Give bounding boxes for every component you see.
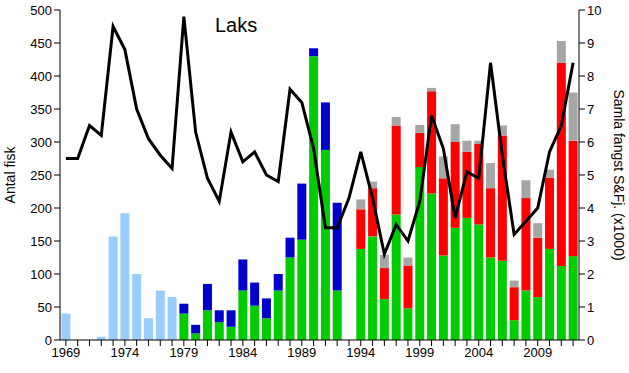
- svg-text:Antal fisk: Antal fisk: [8, 146, 18, 204]
- svg-text:1979: 1979: [169, 345, 198, 360]
- svg-text:2: 2: [587, 267, 594, 282]
- svg-text:450: 450: [30, 36, 52, 51]
- svg-text:100: 100: [30, 267, 52, 282]
- svg-text:1999: 1999: [405, 345, 434, 360]
- html-text:Laks: Laks: [215, 14, 258, 36]
- svg-text:6: 6: [587, 135, 594, 150]
- svg-text:0: 0: [45, 333, 52, 348]
- svg-text:50: 50: [38, 300, 52, 315]
- svg-text:350: 350: [30, 102, 52, 117]
- svg-text:4: 4: [587, 201, 594, 216]
- svg-text:0: 0: [587, 333, 594, 348]
- svg-text:500: 500: [30, 3, 52, 18]
- svg-text:3: 3: [587, 234, 594, 249]
- svg-text:200: 200: [30, 201, 52, 216]
- svg-text:1: 1: [587, 300, 594, 315]
- svg-text:150: 150: [30, 234, 52, 249]
- svg-text:2009: 2009: [523, 345, 552, 360]
- svg-text:400: 400: [30, 69, 52, 84]
- svg-text:Samla fangst S&Fj. (x1000): Samla fangst S&Fj. (x1000): [611, 89, 621, 260]
- svg-text:8: 8: [587, 69, 594, 84]
- svg-text:1969: 1969: [51, 345, 80, 360]
- svg-text:300: 300: [30, 135, 52, 150]
- svg-text:5: 5: [587, 168, 594, 183]
- svg-text:1994: 1994: [346, 345, 375, 360]
- svg-text:1974: 1974: [110, 345, 139, 360]
- svg-text:7: 7: [587, 102, 594, 117]
- svg-text:1989: 1989: [287, 345, 316, 360]
- svg-text:9: 9: [587, 36, 594, 51]
- svg-text:2004: 2004: [464, 345, 493, 360]
- svg-text:10: 10: [587, 3, 601, 18]
- svg-text:1984: 1984: [228, 345, 257, 360]
- svg-text:250: 250: [30, 168, 52, 183]
